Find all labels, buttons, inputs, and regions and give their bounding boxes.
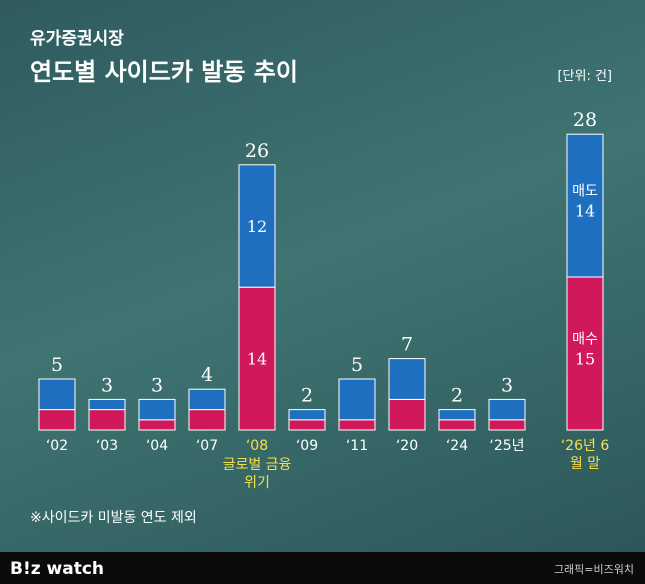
segment-series-name: 매수 [572, 332, 598, 348]
segment-label: 12 [247, 217, 267, 236]
subtitle: 유가증권시장 [30, 29, 124, 49]
bar-segment [238, 164, 276, 288]
total-label: 2 [301, 385, 313, 407]
bar-segment [38, 409, 76, 431]
credit: 그래픽=비즈워치 [554, 563, 634, 576]
bar-segment [138, 398, 176, 421]
total-label: 26 [245, 140, 269, 162]
bar-segment [188, 388, 226, 411]
total-label: 5 [51, 354, 63, 376]
x-tick-label: ‘03 [95, 438, 119, 454]
bar-segment [338, 378, 376, 421]
x-tick-label: ‘24 [445, 438, 469, 454]
bar-segment [566, 133, 604, 278]
bar-segment [566, 276, 604, 431]
segment-label: 14 [575, 202, 595, 221]
x-tick-label: ‘07 [195, 438, 219, 454]
bar-segment [388, 358, 426, 400]
bar-segment [138, 419, 176, 431]
bar-segment [288, 419, 326, 431]
bar-segment [188, 409, 226, 431]
x-tick-label: ‘08 [245, 438, 269, 454]
title: 연도별 사이드카 발동 추이 [30, 58, 298, 86]
segment-label: 14 [247, 350, 267, 369]
total-label: 3 [101, 374, 113, 396]
bar-segment [488, 419, 526, 431]
unit: [단위: 건] [557, 69, 612, 84]
bar-segment [438, 409, 476, 421]
x-tick-label: ‘25년 [489, 438, 525, 454]
total-label: 28 [573, 109, 597, 131]
total-label: 3 [151, 374, 163, 396]
bar-segment [288, 409, 326, 421]
bar-segment [88, 398, 126, 411]
total-label: 2 [451, 385, 463, 407]
segment-label: 15 [575, 350, 595, 369]
total-label: 5 [351, 354, 363, 376]
footer-bar [0, 552, 645, 584]
bar-segment [38, 378, 76, 411]
annotation: 글로벌 금융위기 [222, 457, 292, 491]
segment-series-name: 매도 [572, 184, 598, 200]
x-tick-label: ‘11 [345, 438, 369, 454]
bar-segment [438, 419, 476, 431]
x-tick-label: ‘09 [295, 438, 319, 454]
x-tick-label: ‘20 [395, 438, 419, 454]
bar-segment [488, 398, 526, 421]
bar-segment [338, 419, 376, 431]
bar-segment [88, 409, 126, 431]
x-tick-label: ‘04 [145, 438, 169, 454]
x-tick-label: ‘02 [45, 438, 69, 454]
total-label: 7 [401, 334, 413, 356]
x-tick-label: ‘26년 6월 말 [560, 438, 610, 472]
footnote: ※사이드카 미발동 연도 제외 [30, 510, 197, 526]
total-label: 4 [201, 364, 213, 386]
bar-segment [388, 398, 426, 431]
bar-segment [238, 286, 276, 431]
total-label: 3 [501, 374, 513, 396]
logo: B!z watch [10, 559, 104, 579]
